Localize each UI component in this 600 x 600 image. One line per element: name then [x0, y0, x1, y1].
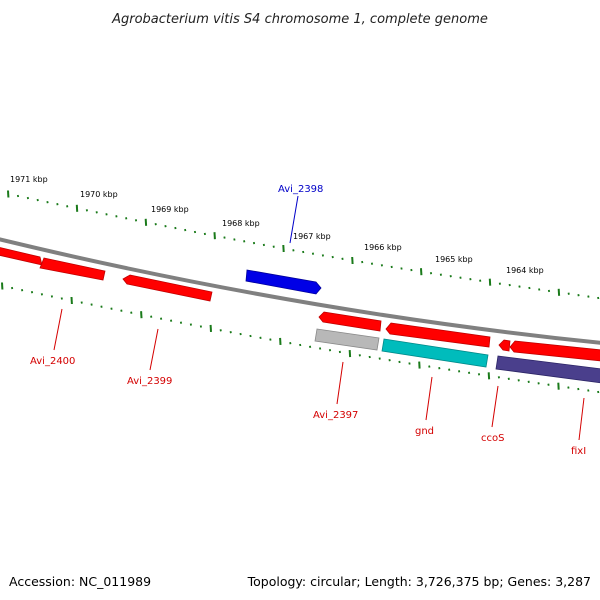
scale-label-1969: 1969 kbp [151, 205, 189, 214]
gene-arrow-avi-2399[interactable] [122, 274, 213, 302]
gene-label-avi-2397[interactable]: Avi_2397 [313, 410, 358, 421]
scale-label-1964: 1964 kbp [506, 266, 544, 275]
gene-label-avi-2400[interactable]: Avi_2400 [30, 356, 75, 367]
gene-bar-gray[interactable] [314, 328, 380, 351]
leader-gnd [425, 376, 433, 421]
gene-arrow-gnd[interactable] [385, 322, 491, 348]
gene-label-avi-2399[interactable]: Avi_2399 [127, 376, 172, 387]
gene-arrow-fixI[interactable] [509, 340, 600, 362]
map-title: Agrobacterium vitis S4 chromosome 1, com… [111, 12, 488, 27]
accession-text: Accession: NC_011989 [9, 574, 151, 589]
gene-label-ccoS[interactable]: ccoS [481, 433, 504, 444]
scale-label-1968: 1968 kbp [222, 219, 260, 228]
leader-avi-2397 [336, 361, 344, 405]
gene-arrow-ccoS[interactable] [498, 339, 511, 352]
gene-bar-navy[interactable] [495, 355, 600, 384]
scale-label-1970: 1970 kbp [80, 190, 118, 199]
gene-arrow-avi-2398[interactable] [245, 269, 322, 295]
genome-summary-text: Topology: circular; Length: 3,726,375 bp… [247, 574, 591, 589]
leader-avi-2399 [149, 328, 159, 371]
scale-label-1971: 1971 kbp [10, 175, 48, 184]
gene-arrow-avi-2400[interactable] [39, 257, 106, 281]
scale-label-1967: 1967 kbp [293, 232, 331, 241]
gene-label-fixI[interactable]: fixI [571, 446, 586, 457]
leader-ccoS [491, 385, 499, 428]
scale-label-1966: 1966 kbp [364, 243, 402, 252]
leader-fixI [578, 397, 585, 441]
inner-scale-ticks [1, 282, 600, 394]
gene-label-gnd[interactable]: gnd [415, 426, 434, 437]
scale-label-1965: 1965 kbp [435, 255, 473, 264]
chromosome-backbone [0, 237, 600, 345]
gene-label-avi-2398[interactable]: Avi_2398 [278, 184, 323, 195]
leader-avi-2400 [53, 308, 63, 351]
outer-scale-ticks [7, 190, 600, 300]
gene-bar-cyan[interactable] [381, 338, 489, 368]
leader-avi-2398 [289, 195, 299, 244]
gene-arrow-avi-2397[interactable] [318, 311, 382, 332]
